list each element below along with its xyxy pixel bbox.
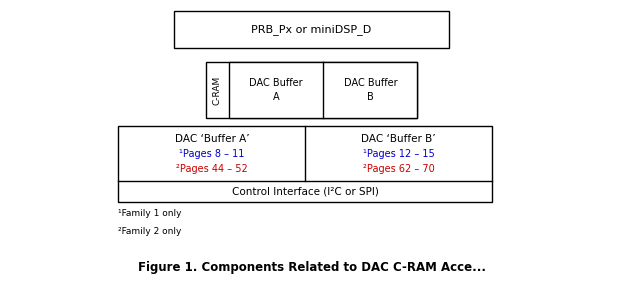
Text: DAC ‘Buffer A’: DAC ‘Buffer A’ (174, 134, 249, 144)
Text: DAC Buffer
A: DAC Buffer A (249, 78, 303, 101)
Bar (206, 62, 417, 118)
Text: ²Family 2 only: ²Family 2 only (118, 227, 182, 236)
Text: ¹Family 1 only: ¹Family 1 only (118, 209, 182, 218)
Text: ²Pages 44 – 52: ²Pages 44 – 52 (176, 164, 248, 174)
Text: ¹Pages 12 – 15: ¹Pages 12 – 15 (363, 149, 435, 159)
Text: Figure 1. Components Related to DAC C-RAM Acce...: Figure 1. Components Related to DAC C-RA… (138, 261, 485, 274)
Text: C-RAM: C-RAM (212, 75, 221, 105)
Text: DAC Buffer
B: DAC Buffer B (343, 78, 397, 101)
Text: PRB_Px or miniDSP_D: PRB_Px or miniDSP_D (251, 24, 372, 35)
Bar (229, 62, 417, 118)
Text: ²Pages 62 – 70: ²Pages 62 – 70 (363, 164, 435, 174)
Text: Control Interface (I²C or SPI): Control Interface (I²C or SPI) (232, 187, 379, 197)
Text: DAC ‘Buffer B’: DAC ‘Buffer B’ (361, 134, 436, 144)
Bar (174, 11, 449, 48)
Bar (118, 126, 492, 202)
Text: ¹Pages 8 – 11: ¹Pages 8 – 11 (179, 149, 244, 159)
